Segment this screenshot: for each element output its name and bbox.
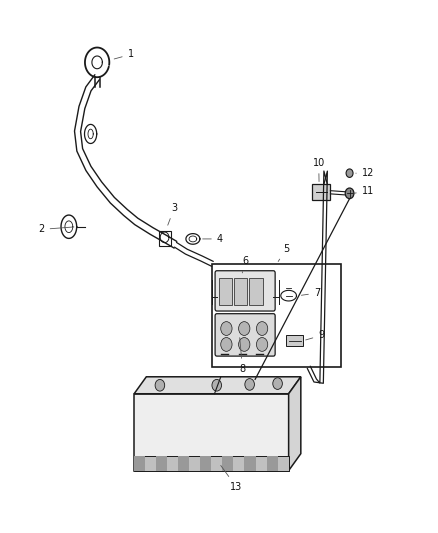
Text: 12: 12 xyxy=(356,168,374,178)
Circle shape xyxy=(239,337,250,351)
Text: 4: 4 xyxy=(203,234,223,244)
Bar xyxy=(134,394,289,471)
Text: 9: 9 xyxy=(306,330,325,341)
Text: 13: 13 xyxy=(221,465,242,491)
Bar xyxy=(234,278,247,305)
Bar xyxy=(178,456,189,471)
Bar xyxy=(223,456,233,471)
Bar xyxy=(267,456,278,471)
Text: 5: 5 xyxy=(278,244,290,262)
Bar xyxy=(134,456,289,471)
FancyBboxPatch shape xyxy=(215,271,275,311)
Circle shape xyxy=(239,321,250,335)
Text: 1: 1 xyxy=(114,50,134,59)
Text: 8: 8 xyxy=(240,338,246,374)
Bar xyxy=(200,456,212,471)
Circle shape xyxy=(212,379,222,391)
Circle shape xyxy=(221,337,232,351)
Bar xyxy=(250,278,262,305)
Circle shape xyxy=(346,169,353,177)
Text: 2: 2 xyxy=(39,224,74,235)
Bar xyxy=(219,278,232,305)
Circle shape xyxy=(221,321,232,335)
Text: 11: 11 xyxy=(354,185,374,196)
Bar xyxy=(159,231,171,246)
Bar xyxy=(244,456,255,471)
Circle shape xyxy=(273,378,283,390)
Circle shape xyxy=(155,379,165,391)
FancyBboxPatch shape xyxy=(215,314,275,356)
Text: 7: 7 xyxy=(301,288,320,298)
Polygon shape xyxy=(134,377,301,394)
Bar xyxy=(286,335,303,346)
Bar xyxy=(134,456,145,471)
Circle shape xyxy=(345,188,354,199)
Text: 10: 10 xyxy=(313,158,325,182)
Circle shape xyxy=(256,321,268,335)
Circle shape xyxy=(256,337,268,351)
Bar xyxy=(156,456,167,471)
Circle shape xyxy=(245,378,254,390)
Text: 3: 3 xyxy=(168,203,177,225)
Bar xyxy=(312,184,330,200)
Text: 6: 6 xyxy=(242,256,248,273)
Bar xyxy=(212,264,341,367)
Polygon shape xyxy=(289,377,301,471)
